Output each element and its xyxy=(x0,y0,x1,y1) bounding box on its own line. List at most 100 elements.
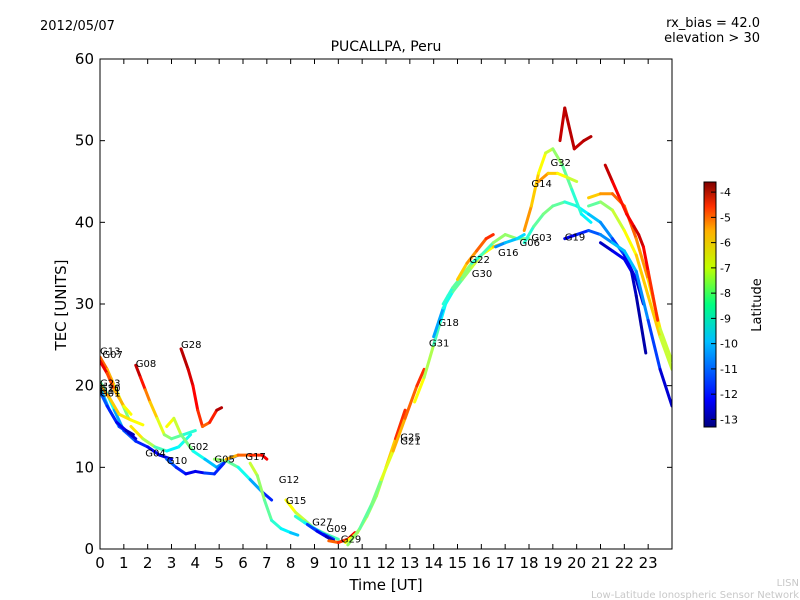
x-tick-label: 7 xyxy=(262,554,272,572)
series-segment xyxy=(148,400,159,420)
series-segment xyxy=(441,290,455,310)
plot-lines xyxy=(100,106,672,547)
x-tick-label: 11 xyxy=(353,554,372,572)
x-tick-label: 17 xyxy=(496,554,515,572)
series-G32b xyxy=(558,106,593,151)
series-segment xyxy=(379,449,395,482)
series-segment xyxy=(191,384,200,412)
series-segment xyxy=(456,261,469,281)
series-segment xyxy=(639,322,648,355)
series-segment xyxy=(658,335,672,371)
y-tick-label: 20 xyxy=(75,377,94,395)
x-tick-label: 16 xyxy=(472,554,491,572)
series-segment xyxy=(141,437,157,449)
series-segment xyxy=(475,237,488,253)
series-segment xyxy=(284,498,297,514)
series-segment xyxy=(582,135,593,143)
colorbar-tick-label: -6 xyxy=(720,237,731,250)
series-segment xyxy=(146,445,162,457)
series-segment xyxy=(451,273,464,290)
series-segment xyxy=(441,286,455,306)
series-segment xyxy=(610,241,626,253)
x-axis-label: Time [UT] xyxy=(348,576,422,594)
series-segment xyxy=(572,139,586,151)
series-G12 xyxy=(248,461,300,537)
series-segment xyxy=(634,269,650,322)
series-segment xyxy=(105,404,119,424)
y-tick-label: 60 xyxy=(75,50,94,68)
series-segment xyxy=(293,510,307,522)
series-segment xyxy=(563,233,579,241)
series-segment xyxy=(587,192,602,200)
series-segment xyxy=(494,241,507,249)
series-segment xyxy=(203,457,219,469)
series-segment xyxy=(358,502,374,531)
series-segment xyxy=(186,367,195,388)
satellite-label: G10 xyxy=(167,456,187,467)
elevation-label: elevation > 30 xyxy=(664,31,760,46)
series-segment xyxy=(370,478,383,506)
series-segment xyxy=(551,147,564,167)
chart-title: PUCALLPA, Peru xyxy=(331,39,442,55)
y-tick-label: 30 xyxy=(75,295,94,313)
series-segment xyxy=(658,327,672,363)
series-segment xyxy=(224,453,240,461)
series-segment xyxy=(270,518,283,531)
series-segment xyxy=(599,241,614,253)
series-segment xyxy=(255,474,266,502)
series-segment xyxy=(599,200,614,212)
satellite-label: G18 xyxy=(438,318,458,329)
x-tick-label: 22 xyxy=(615,554,634,572)
x-tick-label: 12 xyxy=(376,554,395,572)
satellite-label: G13 xyxy=(100,347,120,358)
series-segment xyxy=(165,416,176,428)
series-G20 xyxy=(100,384,145,427)
colorbar-tick-label: -9 xyxy=(720,312,731,325)
series-segment xyxy=(165,457,178,469)
satellite-label: G22 xyxy=(469,255,489,266)
x-tick-label: 13 xyxy=(400,554,419,572)
series-segment xyxy=(293,514,307,525)
series-segment xyxy=(179,433,195,453)
series-segment xyxy=(484,233,495,241)
series-segment xyxy=(413,376,426,404)
series-G17 xyxy=(224,453,269,461)
series-segment xyxy=(599,233,614,245)
series-segment xyxy=(651,294,660,322)
series-segment xyxy=(625,212,636,228)
series-G08 xyxy=(134,363,197,441)
satellite-label: G25 xyxy=(400,432,420,443)
series-segment xyxy=(260,453,269,461)
y-tick-label: 40 xyxy=(75,213,94,231)
series-G25 xyxy=(343,408,407,544)
colorbar-tick-label: -10 xyxy=(720,338,738,351)
series-segment xyxy=(129,425,145,441)
series-segment xyxy=(622,257,633,273)
series-segment xyxy=(327,539,340,544)
series-G01 xyxy=(100,389,135,437)
x-tick-label: 3 xyxy=(167,554,177,572)
y-axis-ticks: 0 10 20 30 40 50 60 xyxy=(75,50,672,558)
footer-network: Low-Latitude Ionospheric Sensor Network xyxy=(591,590,799,600)
satellite-label: G15 xyxy=(286,496,306,507)
y-tick-label: 10 xyxy=(75,458,94,476)
colorbar xyxy=(703,181,717,428)
series-segment xyxy=(599,220,614,241)
series-segment xyxy=(637,233,645,249)
x-tick-label: 19 xyxy=(543,554,562,572)
series-segment xyxy=(563,106,576,151)
series-segment xyxy=(117,412,133,422)
satellite-label: G20 xyxy=(100,383,120,394)
satellite-label: G17 xyxy=(245,452,265,463)
series-segment xyxy=(203,471,216,476)
satellite-label: G16 xyxy=(498,248,518,259)
series-segment xyxy=(289,531,300,537)
satellite-label: G03 xyxy=(531,233,551,244)
series-segment xyxy=(622,229,638,257)
series-segment xyxy=(532,212,545,228)
series-segment xyxy=(622,249,638,273)
series-segment xyxy=(346,527,362,547)
colorbar-label: Latitude xyxy=(750,278,765,332)
series-segment xyxy=(537,151,548,175)
series-G06 xyxy=(494,233,526,249)
